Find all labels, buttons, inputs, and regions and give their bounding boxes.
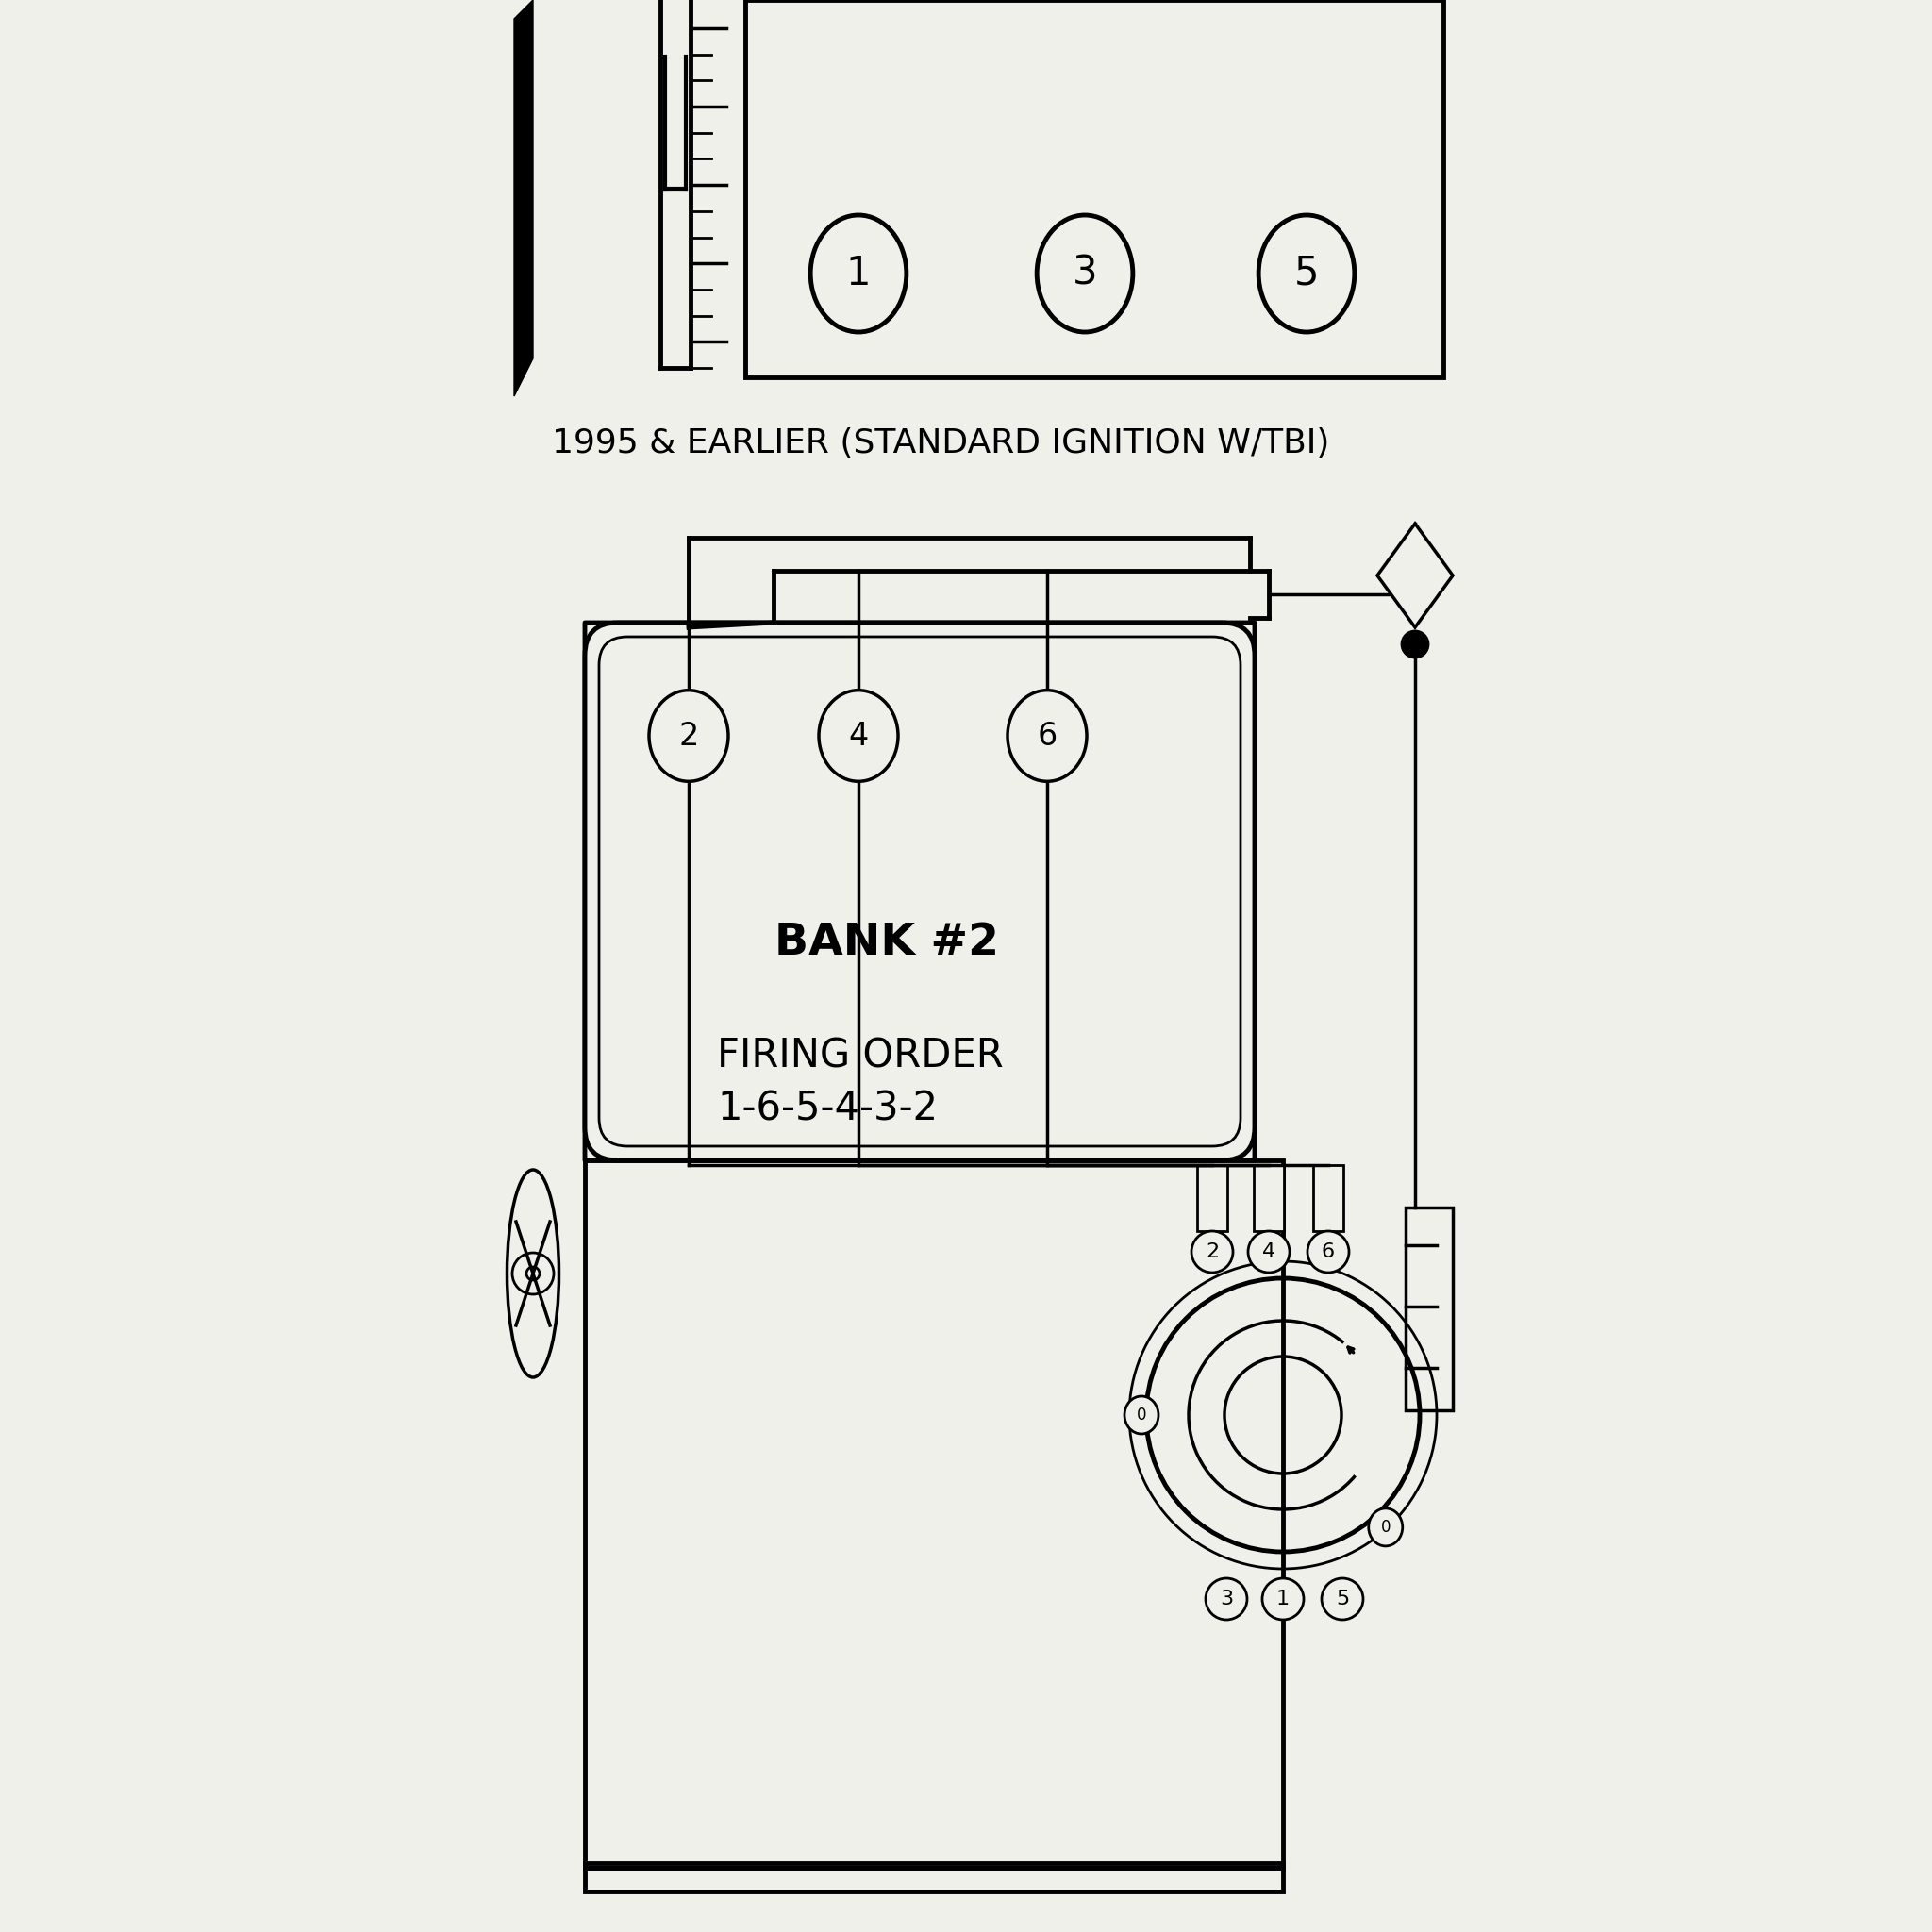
Ellipse shape — [1368, 1509, 1403, 1546]
Text: 1-6-5-4-3-2: 1-6-5-4-3-2 — [717, 1088, 937, 1128]
Ellipse shape — [1007, 690, 1086, 781]
Text: 6: 6 — [1321, 1242, 1335, 1262]
Text: FIRING ORDER: FIRING ORDER — [717, 1037, 1003, 1076]
Ellipse shape — [1262, 1578, 1304, 1619]
Text: 4: 4 — [848, 721, 869, 752]
Text: 0: 0 — [1381, 1519, 1391, 1536]
Bar — [1406, 1208, 1453, 1410]
Text: 3: 3 — [1072, 253, 1097, 294]
Polygon shape — [1378, 524, 1453, 628]
Circle shape — [1403, 632, 1428, 657]
Ellipse shape — [649, 690, 728, 781]
Ellipse shape — [1308, 1231, 1349, 1273]
Bar — [1198, 1165, 1227, 1231]
Text: 5: 5 — [1335, 1590, 1349, 1609]
Ellipse shape — [819, 690, 898, 781]
Text: 0: 0 — [1136, 1406, 1146, 1424]
Bar — [585, 1862, 1283, 1891]
Text: 2: 2 — [678, 721, 699, 752]
Ellipse shape — [1258, 214, 1354, 332]
Text: 4: 4 — [1262, 1242, 1275, 1262]
Ellipse shape — [1192, 1231, 1233, 1273]
Bar — [1314, 1165, 1343, 1231]
Ellipse shape — [1321, 1578, 1364, 1619]
Text: 6: 6 — [1037, 721, 1057, 752]
Text: 1995 & EARLIER (STANDARD IGNITION W/TBI): 1995 & EARLIER (STANDARD IGNITION W/TBI) — [553, 427, 1329, 460]
Ellipse shape — [1037, 214, 1132, 332]
Polygon shape — [514, 0, 533, 396]
Text: 1: 1 — [1277, 1590, 1291, 1609]
Text: 3: 3 — [1219, 1590, 1233, 1609]
PathPatch shape — [585, 622, 1254, 1161]
Bar — [1254, 1165, 1285, 1231]
FancyBboxPatch shape — [585, 622, 1254, 1161]
Ellipse shape — [1206, 1578, 1248, 1619]
Text: BANK #2: BANK #2 — [775, 922, 999, 964]
Ellipse shape — [1248, 1231, 1289, 1273]
Bar — [585, 1161, 1283, 1868]
Text: 5: 5 — [1294, 253, 1320, 294]
Ellipse shape — [811, 214, 906, 332]
Ellipse shape — [1124, 1397, 1159, 1434]
Text: 1: 1 — [846, 253, 871, 294]
Text: 2: 2 — [1206, 1242, 1219, 1262]
Bar — [746, 0, 1443, 377]
